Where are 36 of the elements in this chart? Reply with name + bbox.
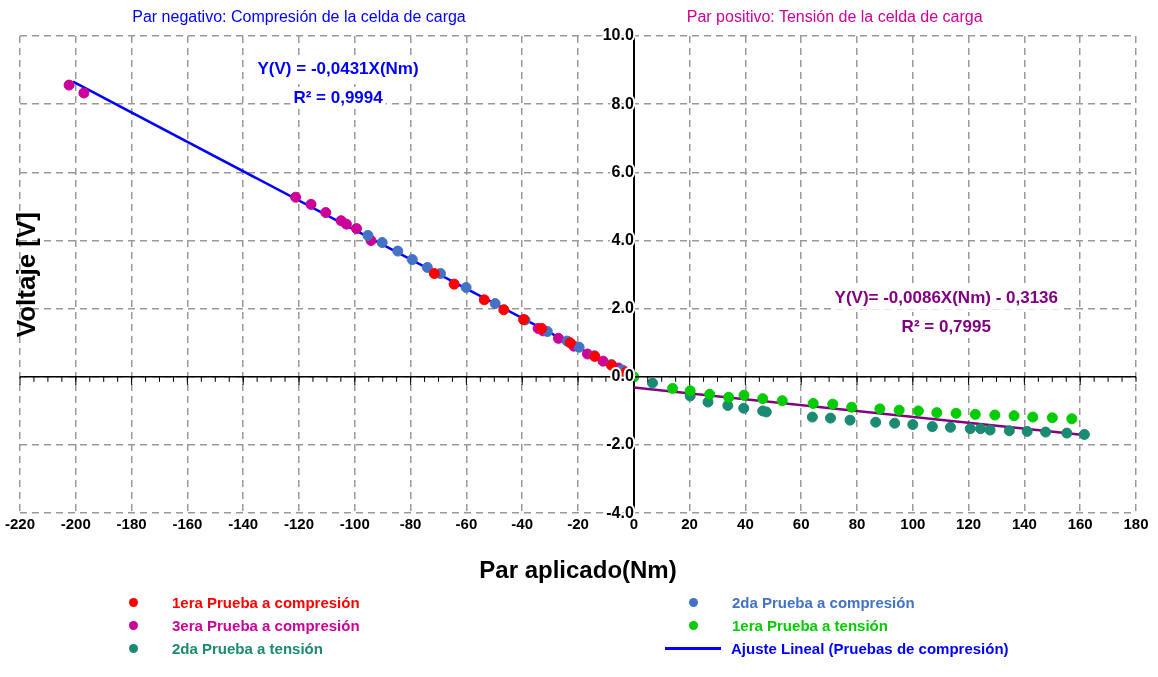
- x-tick-label: 140: [1011, 515, 1037, 533]
- x-tick-label: -140: [228, 515, 259, 533]
- annotation: Y(V) = -0,0431X(Nm): [257, 59, 419, 79]
- legend-label: 1era Prueba a tensión: [732, 617, 888, 634]
- legend-label: 2da Prueba a compresión: [732, 594, 915, 611]
- legend-label: Ajuste Lineal (Pruebas de compresión): [731, 640, 1009, 657]
- x-axis-title: Par aplicado(Nm): [479, 556, 677, 584]
- x-tick-label: -40: [511, 515, 534, 533]
- x-tick-label: -100: [339, 515, 370, 533]
- annotation: Y(V)= -0,0086X(Nm) - 0,3136: [834, 288, 1059, 308]
- x-tick-label: 40: [737, 515, 754, 533]
- x-tick-label: 100: [900, 515, 926, 533]
- x-tick-label: 80: [848, 515, 866, 533]
- x-tick-label: -60: [455, 515, 478, 533]
- x-tick-label: 20: [681, 515, 698, 533]
- annotation: R² = 0,9994: [293, 87, 384, 107]
- x-tick-label: -160: [172, 515, 203, 533]
- x-tick-label: -200: [60, 515, 91, 533]
- x-tick-label: -20: [567, 515, 589, 533]
- text: Par positivo: Tensión de la celda de carga: [686, 8, 983, 26]
- text: Par negativo: Compresión de la celda de carga: [132, 8, 466, 26]
- y-tick-label: 0.0: [611, 367, 634, 385]
- x-tick-label: 120: [956, 515, 982, 533]
- x-tick-label: -120: [283, 515, 315, 533]
- x-tick-label: -180: [116, 515, 147, 533]
- x-tick-label: -80: [399, 515, 422, 533]
- y-tick-label: 10.0: [602, 26, 634, 44]
- legend-label: 3era Prueba a compresión: [172, 617, 360, 634]
- annotation: R² = 0,7995: [901, 316, 991, 336]
- y-axis-title: Voltaje [V]: [11, 212, 42, 338]
- x-tick-label: 60: [792, 515, 810, 533]
- legend-label: 2da Prueba a tensión: [172, 640, 323, 657]
- legend-label: 1era Prueba a compresión: [172, 594, 360, 611]
- x-tick-label: -220: [4, 515, 36, 533]
- x-tick-label: 160: [1067, 515, 1093, 533]
- x-tick-label: 180: [1123, 515, 1149, 533]
